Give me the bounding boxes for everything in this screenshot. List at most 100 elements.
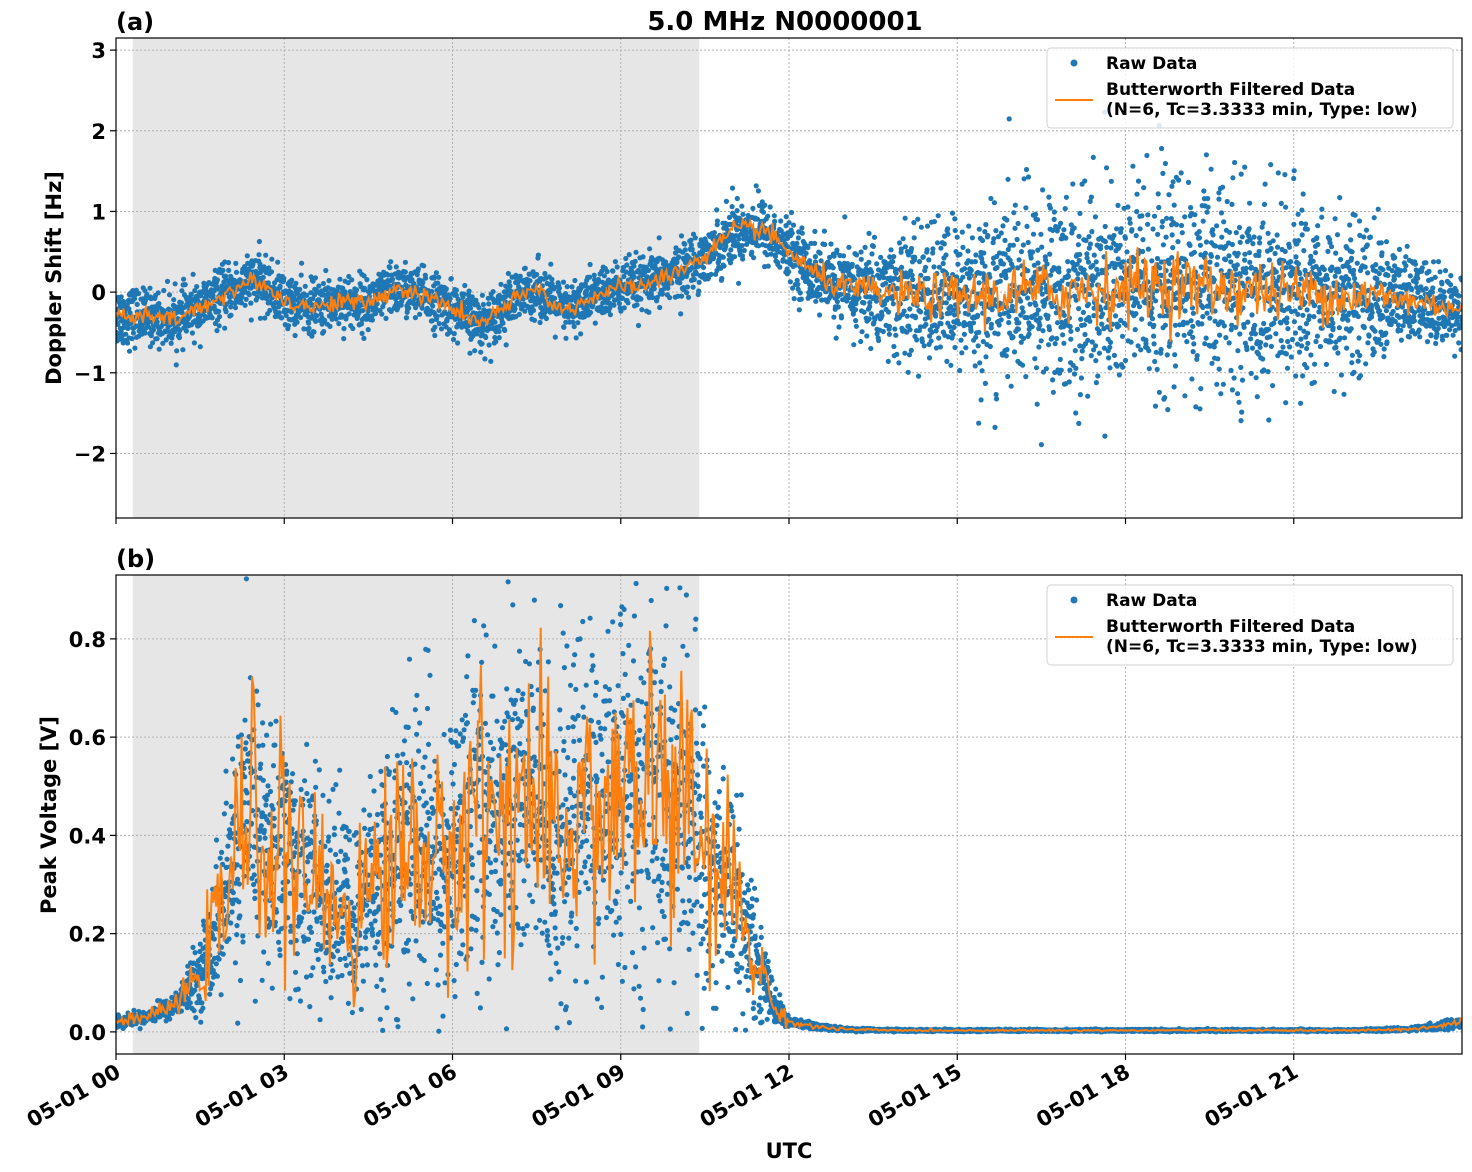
raw-data-point bbox=[1007, 257, 1013, 263]
raw-data-point bbox=[1191, 341, 1197, 347]
raw-data-point bbox=[968, 328, 974, 334]
raw-data-point bbox=[147, 344, 153, 350]
raw-data-point bbox=[973, 334, 979, 340]
raw-data-point bbox=[1078, 375, 1084, 381]
raw-data-point bbox=[1365, 340, 1371, 346]
raw-data-point bbox=[812, 228, 818, 234]
raw-data-point bbox=[150, 340, 156, 346]
raw-data-point bbox=[1355, 313, 1361, 320]
raw-data-point bbox=[794, 277, 800, 283]
raw-data-point bbox=[587, 274, 593, 280]
raw-data-point bbox=[606, 278, 612, 284]
raw-data-point bbox=[1000, 223, 1006, 229]
raw-data-point bbox=[1077, 251, 1083, 258]
raw-data-point bbox=[1154, 366, 1160, 372]
raw-data-point bbox=[1050, 377, 1056, 383]
raw-data-point bbox=[1200, 218, 1206, 224]
raw-data-point bbox=[975, 343, 981, 349]
raw-data-point bbox=[530, 307, 537, 313]
raw-data-point bbox=[853, 301, 859, 307]
raw-data-point bbox=[703, 247, 709, 253]
raw-data-point bbox=[1235, 348, 1241, 354]
raw-data-point bbox=[1189, 376, 1195, 382]
raw-data-point bbox=[1135, 343, 1141, 349]
raw-data-point bbox=[1074, 261, 1080, 267]
raw-data-point bbox=[183, 328, 189, 334]
raw-data-point bbox=[1126, 216, 1133, 222]
raw-data-point bbox=[1203, 239, 1210, 245]
raw-data-point bbox=[1025, 295, 1031, 301]
raw-data-point bbox=[535, 252, 542, 258]
raw-data-point bbox=[1200, 304, 1206, 310]
raw-data-point bbox=[854, 252, 860, 258]
raw-data-point bbox=[978, 397, 984, 403]
raw-data-point bbox=[894, 351, 900, 357]
raw-data-point bbox=[899, 264, 905, 270]
raw-data-point bbox=[1132, 327, 1138, 333]
raw-data-point bbox=[1162, 322, 1168, 328]
raw-data-point bbox=[1291, 175, 1297, 182]
raw-data-point bbox=[1275, 170, 1281, 176]
raw-data-point bbox=[209, 315, 215, 321]
raw-data-point bbox=[1145, 221, 1151, 227]
raw-data-point bbox=[1349, 360, 1355, 366]
raw-data-point bbox=[753, 183, 759, 189]
raw-data-point bbox=[614, 264, 620, 270]
raw-data-point bbox=[1137, 226, 1143, 232]
raw-data-point bbox=[791, 296, 797, 302]
raw-data-point bbox=[364, 277, 370, 283]
raw-data-point bbox=[1223, 257, 1229, 263]
raw-data-point bbox=[1262, 181, 1268, 187]
raw-data-point bbox=[1325, 248, 1331, 254]
raw-data-point bbox=[156, 346, 162, 352]
raw-data-point bbox=[679, 293, 685, 299]
raw-data-point bbox=[691, 276, 697, 283]
raw-data-point bbox=[1293, 254, 1299, 260]
raw-data-point bbox=[1204, 310, 1210, 316]
raw-data-point bbox=[1024, 223, 1030, 229]
raw-data-point bbox=[543, 315, 550, 322]
raw-data-point bbox=[1331, 388, 1337, 395]
raw-data-point bbox=[907, 327, 913, 333]
raw-data-point bbox=[1071, 225, 1077, 231]
raw-data-point bbox=[876, 337, 882, 344]
raw-data-point bbox=[383, 315, 389, 321]
raw-data-point bbox=[1118, 317, 1124, 323]
raw-data-point bbox=[1242, 251, 1248, 257]
raw-data-point bbox=[966, 223, 972, 229]
raw-data-point bbox=[1338, 256, 1344, 263]
raw-data-point bbox=[721, 263, 727, 269]
raw-data-point bbox=[417, 311, 423, 317]
raw-data-point bbox=[1037, 322, 1043, 328]
raw-data-point bbox=[952, 216, 958, 222]
raw-data-point bbox=[1012, 202, 1018, 208]
raw-data-point bbox=[1054, 320, 1061, 326]
raw-data-point bbox=[1054, 335, 1060, 342]
raw-data-point bbox=[1011, 210, 1017, 216]
raw-data-point bbox=[1233, 230, 1239, 236]
raw-data-point bbox=[365, 327, 371, 333]
raw-data-point bbox=[1192, 212, 1198, 218]
raw-data-point bbox=[304, 292, 310, 298]
raw-data-point bbox=[1305, 330, 1311, 336]
raw-data-point bbox=[1211, 344, 1217, 350]
raw-data-point bbox=[1261, 320, 1267, 327]
raw-data-point bbox=[961, 331, 968, 337]
raw-data-point bbox=[610, 268, 616, 274]
raw-data-point bbox=[1080, 309, 1086, 315]
raw-data-point bbox=[1204, 209, 1210, 215]
raw-data-point bbox=[647, 246, 653, 252]
raw-data-point bbox=[1342, 335, 1348, 341]
raw-data-point bbox=[537, 319, 543, 326]
raw-data-point bbox=[688, 237, 694, 243]
raw-data-point bbox=[388, 308, 394, 314]
raw-data-point bbox=[678, 233, 685, 239]
raw-data-point bbox=[1025, 239, 1031, 246]
raw-data-point bbox=[1283, 400, 1289, 406]
raw-data-point bbox=[663, 259, 669, 265]
raw-data-point bbox=[1268, 343, 1274, 349]
raw-data-point bbox=[130, 330, 136, 336]
raw-data-point bbox=[451, 331, 457, 337]
raw-data-point bbox=[682, 241, 688, 247]
raw-data-point bbox=[1005, 176, 1011, 182]
